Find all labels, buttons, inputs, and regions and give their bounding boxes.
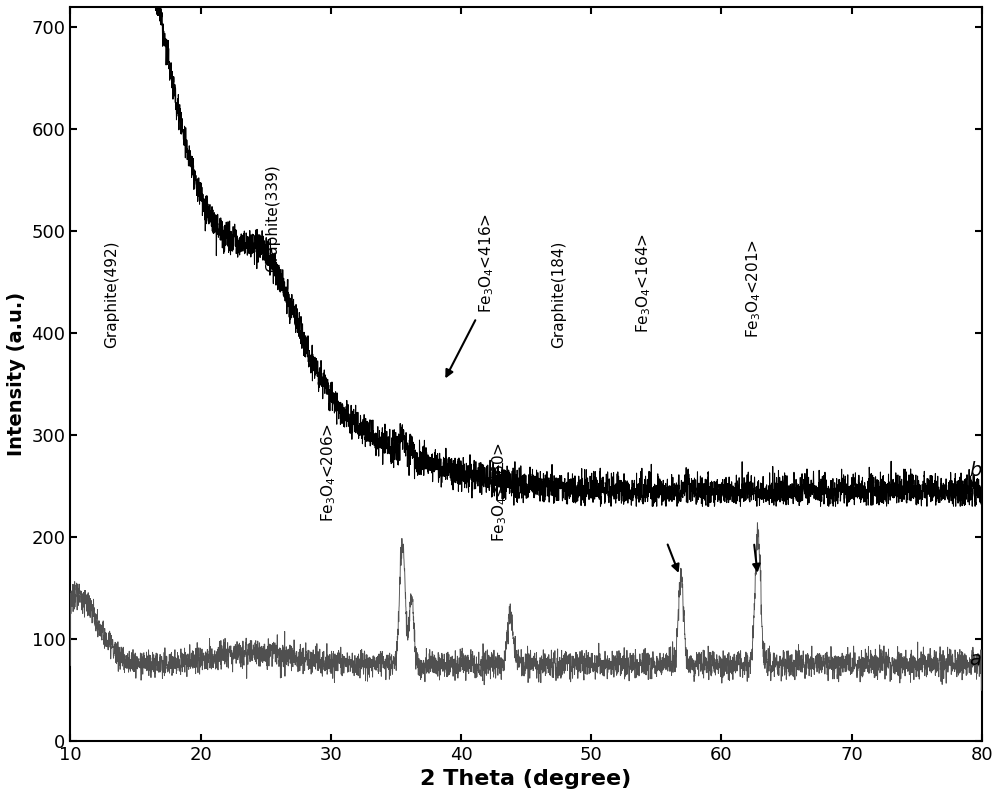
Text: Fe$_3$O$_4$<160>: Fe$_3$O$_4$<160> [491, 442, 509, 542]
Text: b: b [969, 461, 981, 480]
Text: a: a [969, 650, 981, 669]
Text: Fe$_3$O$_4$<164>: Fe$_3$O$_4$<164> [634, 233, 653, 333]
Y-axis label: Intensity (a.u.): Intensity (a.u.) [7, 291, 26, 456]
Text: Fe$_3$O$_4$<201>: Fe$_3$O$_4$<201> [745, 239, 763, 338]
Text: Fe$_3$O$_4$<416>: Fe$_3$O$_4$<416> [478, 213, 496, 313]
X-axis label: 2 Theta (degree): 2 Theta (degree) [420, 769, 632, 789]
Text: Fe$_3$O$_4$<206>: Fe$_3$O$_4$<206> [319, 423, 338, 521]
Text: Graphite(184): Graphite(184) [551, 241, 566, 349]
Text: Graphite(339): Graphite(339) [265, 164, 280, 272]
Text: Graphite(492): Graphite(492) [105, 241, 120, 349]
